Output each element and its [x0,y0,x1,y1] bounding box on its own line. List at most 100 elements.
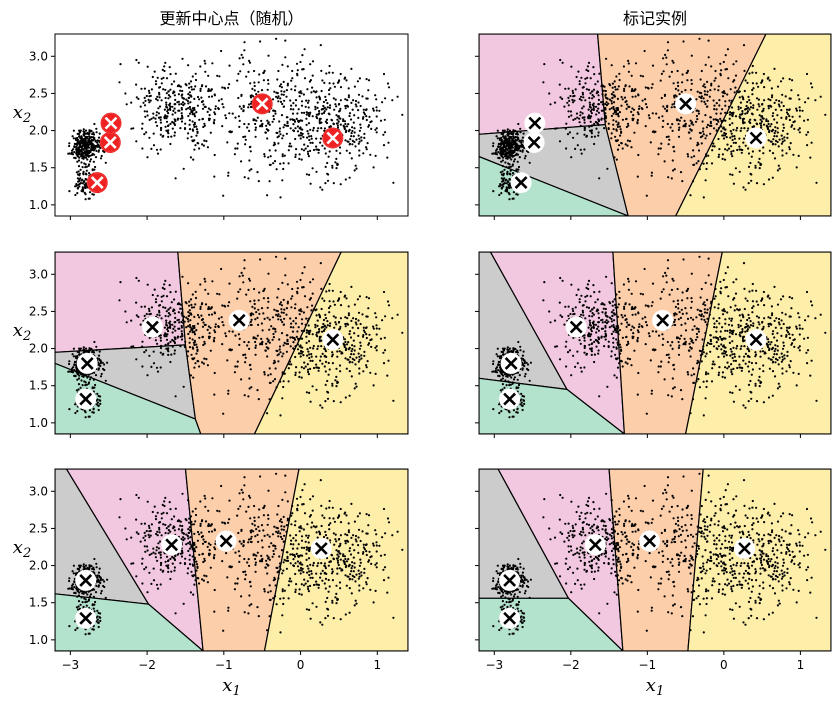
data-point [703,100,706,103]
data-point [75,367,78,370]
data-point [70,151,73,154]
data-point [77,133,80,136]
data-point [554,127,557,130]
data-point [754,166,757,169]
data-point [158,105,162,108]
data-point [327,155,330,158]
data-point [338,79,341,82]
data-point [160,317,163,320]
data-point [83,374,86,377]
data-point [77,140,80,143]
data-point [617,121,620,124]
data-point [168,107,172,110]
data-point [305,335,308,338]
data-point [736,90,739,93]
data-point [738,137,741,140]
data-point [495,367,498,370]
data-point [508,416,511,419]
data-point [167,308,170,311]
data-point [276,136,279,139]
data-point [324,313,327,316]
data-point [729,173,732,176]
data-point [254,128,257,131]
data-point [82,141,85,144]
data-point [351,347,354,351]
data-point [681,81,684,84]
data-point [159,133,162,136]
data-point [100,154,103,158]
data-point [75,371,78,374]
data-point [750,173,753,176]
data-point [775,121,779,124]
data-point [189,80,193,83]
data-point [339,290,342,294]
data-point [309,346,312,349]
data-point [190,303,193,306]
data-point [301,337,304,340]
data-point [296,287,299,290]
data-point [726,111,729,114]
data-point [662,70,665,73]
data-point [345,125,349,128]
data-point [238,105,241,108]
data-point [238,125,241,128]
x-in-circle-icon [146,320,159,334]
data-point [210,306,213,309]
data-point [691,180,695,183]
data-point [521,404,524,407]
data-point [293,89,297,92]
data-point [268,328,271,331]
data-point [571,98,574,101]
data-point [285,124,288,127]
data-point [155,111,158,114]
data-point [491,370,494,373]
data-point [305,113,308,116]
data-point [698,95,701,98]
data-point [257,398,260,401]
centroid-marker [228,309,250,331]
data-point [327,373,330,376]
data-point [353,387,356,390]
data-point [190,85,193,88]
data-point [791,79,794,82]
data-point [505,190,509,193]
data-point [610,64,613,67]
data-point [589,328,593,331]
data-point [241,274,244,277]
data-point [758,114,761,117]
data-point [71,153,75,156]
data-point [320,69,323,72]
centroid-marker [86,172,108,194]
data-point [581,93,585,96]
data-point [578,298,581,301]
x-in-circle-icon [528,116,542,130]
data-point [513,376,517,379]
data-point [204,323,207,326]
data-point [768,130,771,134]
data-point [514,148,518,152]
data-point [738,96,741,99]
data-point [352,135,355,138]
data-point [587,108,590,111]
data-point [616,123,619,126]
data-point [168,321,171,324]
data-point [626,122,630,125]
data-point [92,411,95,414]
data-point [715,102,718,105]
data-point [75,153,78,156]
data-point [585,88,589,91]
data-point [613,94,616,97]
data-point [372,166,375,169]
data-point [563,323,566,326]
data-point [92,160,95,163]
data-point [631,107,634,110]
data-point [607,102,610,105]
data-point [744,108,747,111]
data-point [177,109,180,112]
data-point [777,164,780,167]
data-point [513,140,516,143]
data-point [698,168,702,171]
data-point [375,109,378,112]
data-point [237,115,240,118]
data-point [339,370,342,373]
